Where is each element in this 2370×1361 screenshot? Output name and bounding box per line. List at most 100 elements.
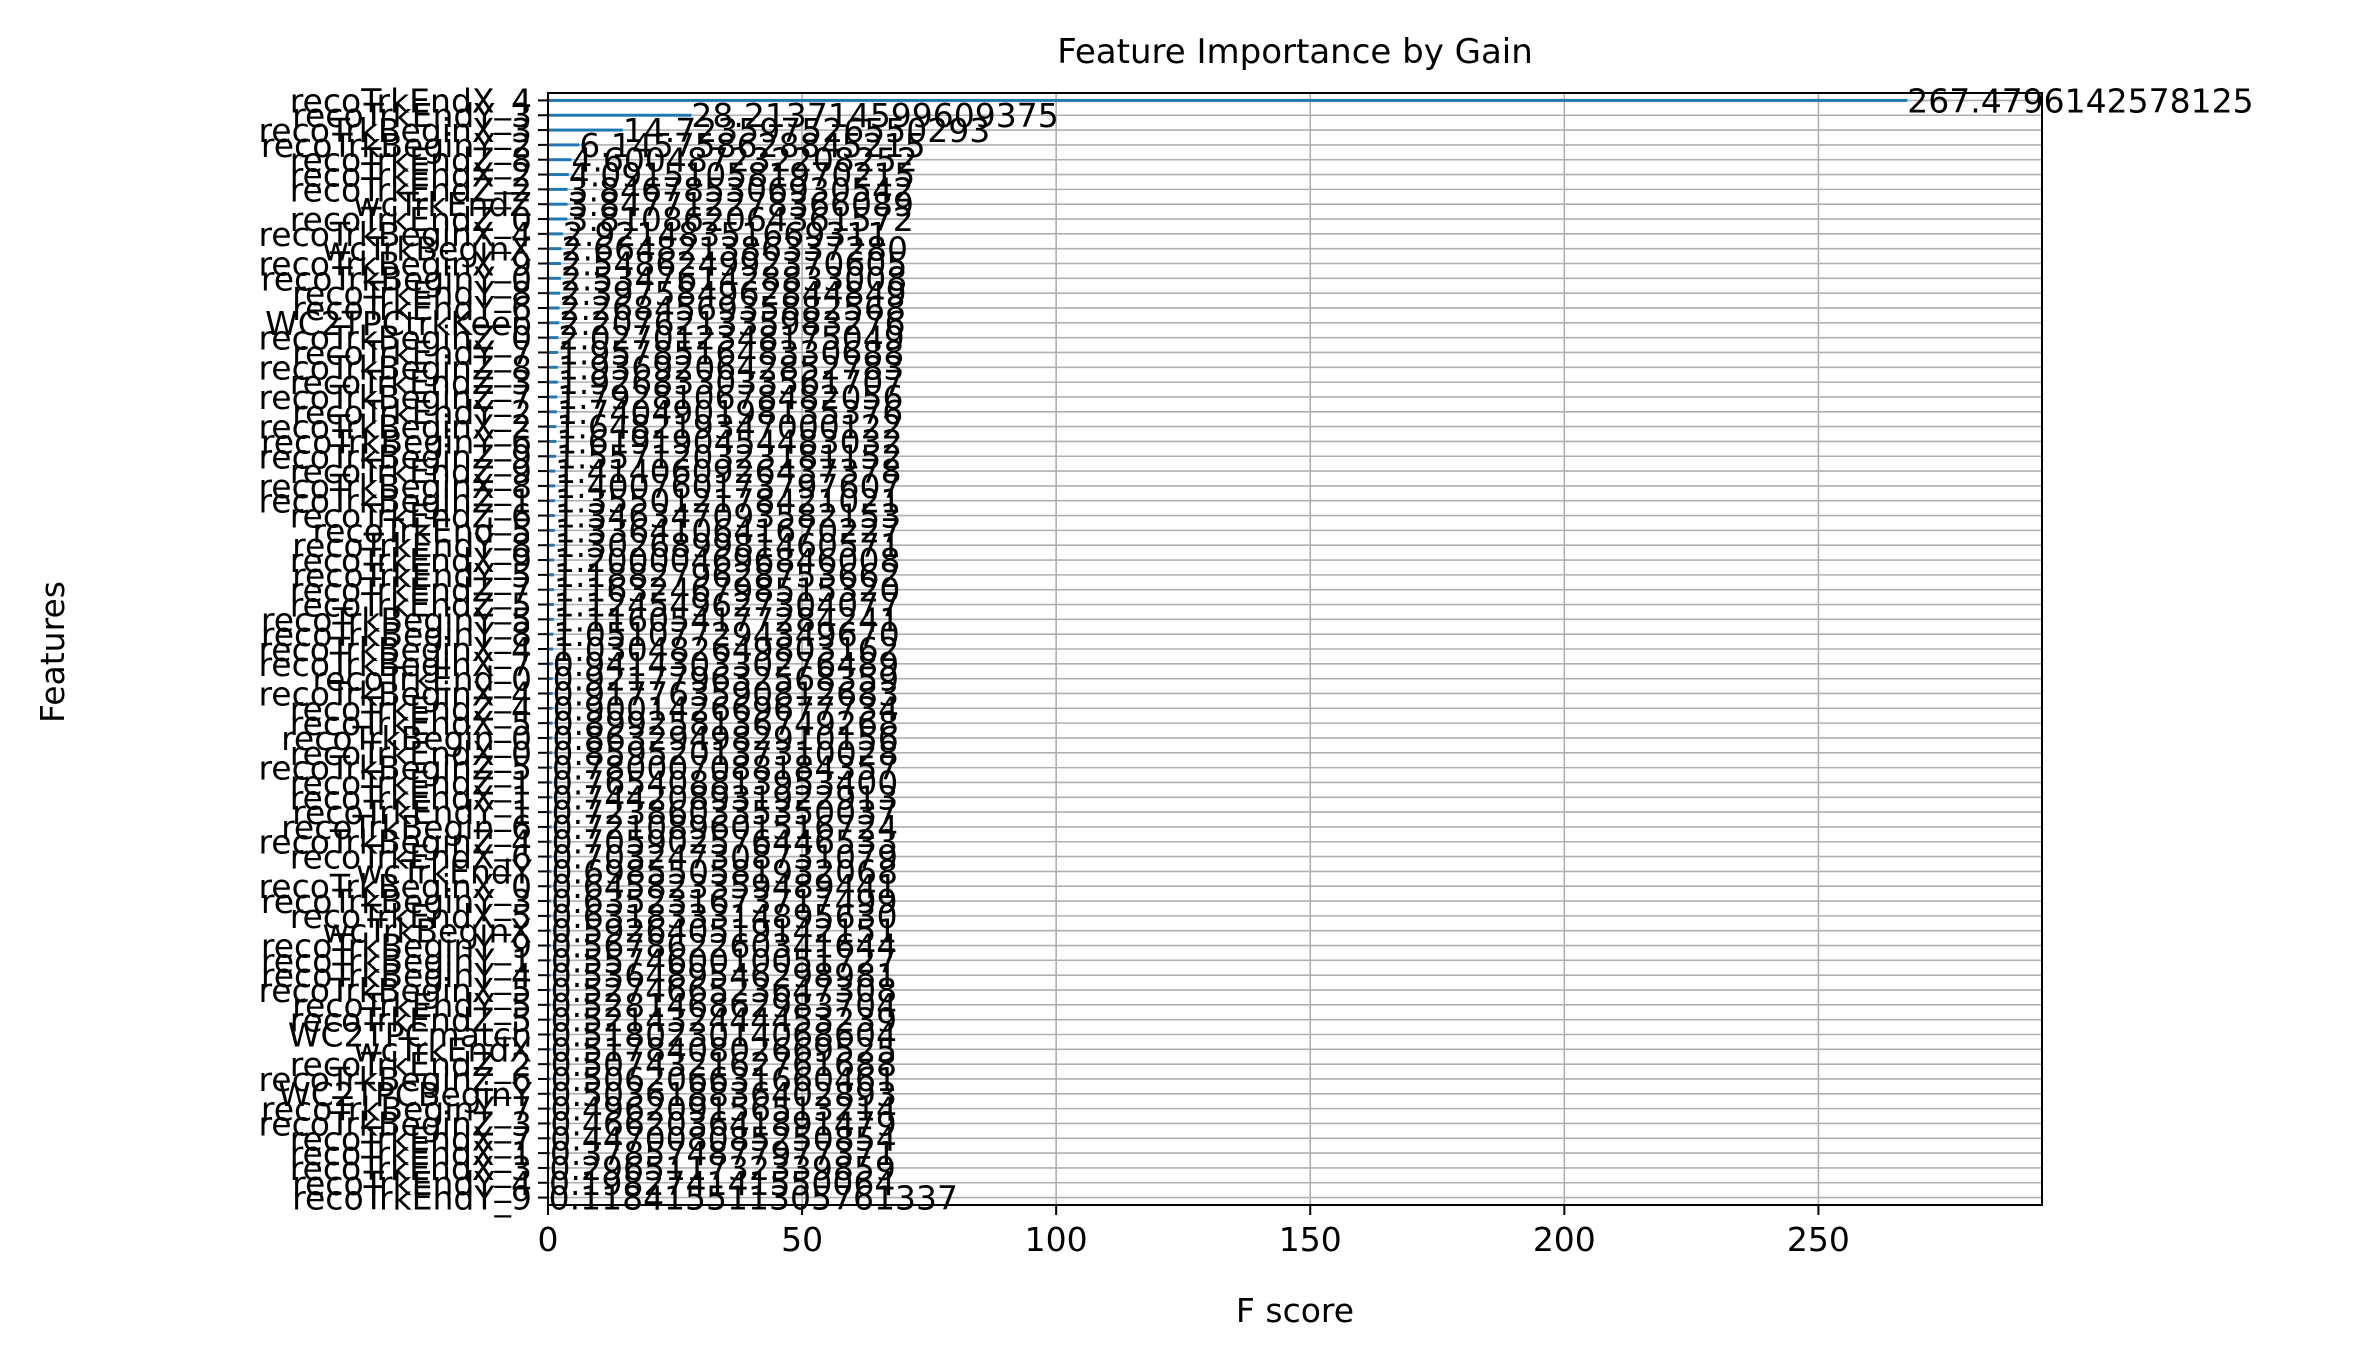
- bar-value-label: 0.528146862983704: [551, 986, 897, 1025]
- bar-value-label: 0.698550581932068: [552, 852, 898, 891]
- value-label-layer: 0.1184155113057613370.1982741415500640.2…: [549, 81, 2254, 1217]
- bar-value-label: 0.557460010051727: [551, 941, 897, 980]
- bar: [548, 425, 557, 429]
- y-tick-label: recoTrkBeginZ_7: [258, 378, 532, 417]
- y-tick-label: recoTrkBeginZ_5: [258, 749, 532, 788]
- y-tick-label: recoTrkBeginZ_8: [258, 348, 532, 387]
- bar: [548, 439, 557, 443]
- y-tick-label: wcTrkBeginX: [322, 230, 532, 269]
- y-tick-label: wcTrkBeginX: [322, 912, 532, 951]
- y-tick-label: recoTrkEndX_3: [290, 1149, 532, 1188]
- y-tick-label: recoTrkBeginY_1: [261, 941, 532, 980]
- bar: [548, 721, 553, 725]
- bar: [548, 988, 551, 992]
- bar-value-label: 0.536489546298981: [551, 956, 897, 995]
- bar: [548, 662, 553, 666]
- bar-value-label: 1.619190454483032: [556, 422, 902, 461]
- y-tick-label: recoTrkBeginX_8: [258, 467, 532, 506]
- bar: [548, 1047, 551, 1051]
- bar: [548, 810, 552, 814]
- bar-value-label: 1.792810678482056: [557, 378, 903, 417]
- bar-value-label: 1.414060926437378: [555, 452, 901, 491]
- y-tick-label: recoTrkBeginY_9: [261, 927, 532, 966]
- y-tick-label: wcTrkEndX: [354, 1030, 532, 1069]
- bar-value-label: 0.703247308731079: [552, 838, 898, 877]
- bar: [548, 914, 552, 918]
- y-tick-label: recoTrkBeginX_2: [258, 408, 532, 447]
- bar-value-label: 28.213714599609375: [691, 96, 1058, 135]
- bar: [548, 217, 568, 221]
- bar: [548, 929, 552, 933]
- y-tick-label: recoTrkEnd_0: [312, 660, 532, 699]
- bar-value-label: 2.397584962844849: [560, 274, 906, 313]
- bar: [548, 128, 623, 132]
- y-tick-label: recoTrkEndY_6: [292, 289, 532, 328]
- y-tick-layer: recoTrkEndY_9recoTrkEndY_4recoTrkEndX_3r…: [258, 81, 548, 1218]
- bar-value-label: 4.600487232208252: [571, 141, 917, 180]
- bar: [548, 1107, 551, 1111]
- bar: [548, 825, 552, 829]
- bar: [548, 380, 558, 384]
- y-tick-label: recoTrkEndZ_9: [290, 452, 532, 491]
- y-tick-label: recoTrkBegin_0: [281, 719, 532, 758]
- y-tick-label: recoTrkBeginX_4: [258, 630, 532, 669]
- bar-value-label: 0.941430330276489: [553, 645, 899, 684]
- y-tick-label: recoTrkEndY_8: [292, 526, 532, 565]
- bar-value-label: 0.567862260341644: [551, 927, 897, 966]
- bar-value-label: 0.863294982910156: [552, 719, 898, 758]
- bar: [548, 276, 561, 280]
- y-tick-label: recoTrkEndY_8: [292, 274, 532, 313]
- y-tick-label: recoTrkBeginX_5: [258, 971, 532, 1010]
- y-tick-label: recoTrkEndX_1: [290, 1134, 532, 1173]
- bar: [548, 944, 551, 948]
- bar-value-label: 1.200004696846008: [554, 541, 900, 580]
- y-tick-label: recoTrkEndY_4: [292, 1164, 532, 1203]
- bar-value-label: 1.030482649803162: [553, 630, 899, 669]
- bar: [548, 884, 552, 888]
- y-tick-label: recoTrkEndZ_6: [290, 497, 532, 536]
- bar: [548, 751, 553, 755]
- y-tick-label: recoTrkEndX_0: [290, 734, 532, 773]
- bar: [548, 899, 552, 903]
- bar-value-label: 2.534761428833008: [561, 259, 907, 298]
- bar: [548, 973, 551, 977]
- bar: [548, 514, 555, 518]
- y-tick-label: recoTrkBeginX_3: [258, 111, 532, 150]
- bar: [548, 1092, 551, 1096]
- y-tick-label: recoTrkEndY_5: [292, 986, 532, 1025]
- y-tick-label: recoTrkEndY_5: [292, 556, 532, 595]
- bar-value-label: 0.507432162761688: [551, 1045, 897, 1084]
- y-tick-label: recoTrkBeginZ_0: [258, 319, 532, 358]
- bar-value-label: 2.207621335983276: [559, 304, 905, 343]
- bar: [548, 558, 555, 562]
- bar: [548, 143, 580, 147]
- bar-value-label: 1.346347093582153: [555, 497, 901, 536]
- y-tick-label: recoTrkEnd_5: [312, 511, 532, 550]
- bar-value-label: 0.447008085250854: [550, 1119, 896, 1158]
- bar: [548, 573, 555, 577]
- bar-value-label: 267.4796142578125: [1907, 81, 2253, 120]
- bar: [548, 1136, 551, 1140]
- bar-value-label: 2.548624992370605: [561, 245, 907, 284]
- y-tick-label: wcTrkEndY: [356, 852, 533, 891]
- bar: [548, 1003, 551, 1007]
- bar-value-label: 0.899258136749268: [553, 704, 899, 743]
- y-tick-label: WC2TPCBeginY: [278, 1075, 533, 1114]
- y-tick-label: recoTrkEndZ_1: [290, 763, 532, 802]
- y-tick-label: recoTrkBeginY_5: [261, 600, 532, 639]
- bar: [548, 306, 560, 310]
- y-tick-label: recoTrkEndX_9: [290, 541, 532, 580]
- bar-value-label: 1.302689981460571: [555, 526, 901, 565]
- bar-value-label: 0.645823359489441: [551, 867, 897, 906]
- y-tick-label: recoTrkEndZ_5: [290, 1001, 532, 1040]
- bar: [548, 736, 553, 740]
- bar-value-label: 0.592640519142151: [551, 912, 897, 951]
- bar-value-label: 1.124549627304077: [554, 586, 900, 625]
- y-tick-label: recoTrkEndZ_8: [290, 141, 532, 180]
- bar-value-label: 1.051077294349670: [553, 615, 899, 654]
- bar-value-label: 1.355012178421021: [555, 482, 901, 521]
- bar: [548, 98, 1908, 102]
- bar-value-label: 4.091510581970215: [569, 156, 915, 195]
- y-tick-label: WC2TPCtrkKeep: [265, 304, 532, 343]
- y-tick-label: recoTrkEndZ_3: [290, 363, 532, 402]
